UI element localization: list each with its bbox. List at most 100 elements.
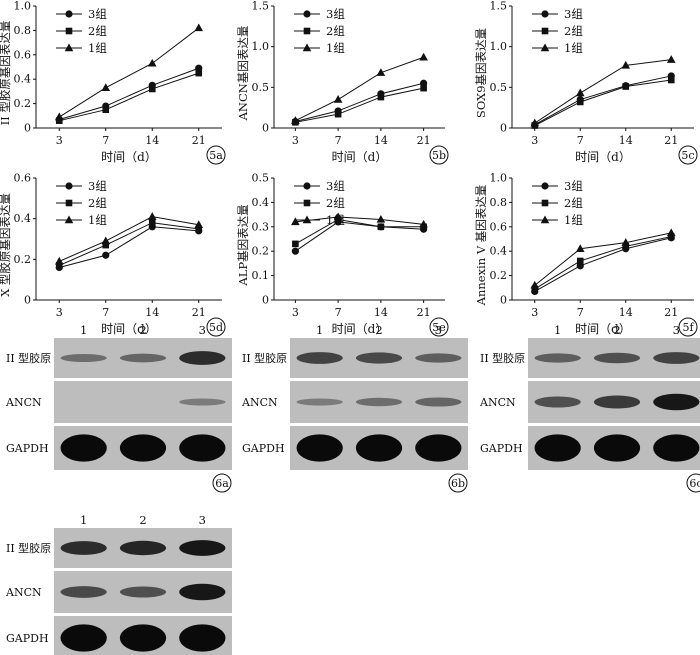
x-tick-label: 7 [102,134,109,147]
y-tick-label: 0.1 [252,269,270,282]
panel-label-circle [448,473,468,493]
legend-marker [303,10,311,18]
y-tick-label: 0 [262,294,269,307]
y-tick-label: 1.0 [252,40,270,53]
legend-marker [541,10,549,18]
y-tick-label: 0.8 [14,24,32,37]
blot-band [296,352,343,364]
y-tick-label: 0.3 [252,220,270,233]
data-point [530,280,540,289]
legend-label: 2组 [88,196,107,210]
y-tick-label: 0.2 [14,253,32,266]
data-point [195,69,203,77]
y-tick-label: 0.6 [14,172,32,185]
blot-row-label: ANCN [5,586,42,599]
x-tick-label: 7 [577,134,584,147]
legend-marker [540,215,550,224]
legend-label: 1组 [88,41,107,55]
series-line [58,27,200,118]
data-point [195,225,203,233]
blot-band [355,397,403,407]
data-point [148,85,156,93]
legend-marker [65,182,73,190]
x-tick-label: 3 [531,134,538,147]
y-tick-label: 0.6 [14,48,32,61]
blot-band [179,434,226,462]
x-axis-label: 时间（d） [332,322,388,336]
legend-marker [64,43,74,52]
data-point [54,112,64,121]
data-point [334,110,342,118]
panel-label-circle [678,145,698,165]
blot-band [60,586,107,598]
lane-number: 2 [139,323,146,337]
lane-number: 1 [554,323,561,337]
panel-label: 6b [451,477,465,490]
lane-number: 3 [199,513,206,527]
data-point [54,256,64,265]
series-line [534,232,672,286]
data-point [102,251,110,259]
blot-band [593,395,641,409]
blot-band [60,434,107,462]
y-tick-label: 0.2 [252,245,270,258]
y-tick-label: 1.5 [252,0,270,13]
data-point [622,83,630,90]
panel-label: 5f [682,321,694,334]
data-point [575,88,585,97]
legend-label: 3组 [88,7,107,21]
series-line [295,221,424,252]
panel-label-circle [429,145,449,165]
y-axis-label: X 型胶原基因表达量 [0,193,12,297]
y-axis-label: ALP基因表达量 [236,204,250,286]
data-point [576,257,584,265]
data-point [667,233,675,240]
y-tick-label: 0.6 [490,220,508,233]
data-point [667,76,675,84]
legend-label: 1组 [564,213,583,227]
x-tick-label: 14 [374,306,388,319]
data-point [102,106,110,113]
blot-band [593,352,641,364]
x-tick-label: 14 [145,306,159,319]
blot-row-label: ANCN [479,396,516,409]
panel-label-circle [678,317,698,337]
blot-band [119,434,167,462]
x-axis-label: 时间（d） [575,150,631,164]
blot-row-label: II 型胶原 [6,351,51,365]
legend-marker [541,199,549,207]
blot-row-label: II 型胶原 [6,541,51,555]
legend-marker [302,43,312,52]
y-tick-label: 1.0 [490,40,508,53]
panel-label: 5d [209,321,223,334]
blot-strip [54,381,232,423]
y-tick-label: 0.5 [252,172,270,185]
y-axis-label: SOX9基因表达量 [474,28,488,118]
data-point [376,214,386,223]
blot-band [60,354,107,362]
data-point [194,220,204,228]
x-axis-label: 时间（d） [101,322,157,336]
y-tick-label: 0.4 [252,196,270,209]
x-tick-label: 3 [531,306,538,319]
series-line [59,67,199,120]
chart-5c: 0 0.5 1.0 1.5 3 7 14 21 时间（d） SOX9基因表达量 5c 3组 2组 1组 [474,0,698,165]
y-axis-label: ANCN基因表达量 [236,26,250,122]
data-point [376,68,386,76]
data-point [291,116,300,124]
blot-band [415,397,462,407]
blot-band [119,540,167,556]
blot-6c: 1 2 3 II 型胶原 ANCN GAPDH 6c [479,323,700,493]
x-tick-label: 21 [192,306,206,319]
series-line [59,216,199,262]
blot-strip [290,381,468,423]
series-line [534,237,672,292]
x-tick-label: 7 [102,306,109,319]
legend-label: 3组 [326,7,345,21]
blot-band [355,434,403,462]
x-tick-label: 21 [417,134,431,147]
blot-6a: 1 2 3 II 型胶原 ANCN GAPDH 6a [5,323,232,493]
y-tick-label: 0.5 [252,81,270,94]
legend-label: 3组 [564,179,583,193]
